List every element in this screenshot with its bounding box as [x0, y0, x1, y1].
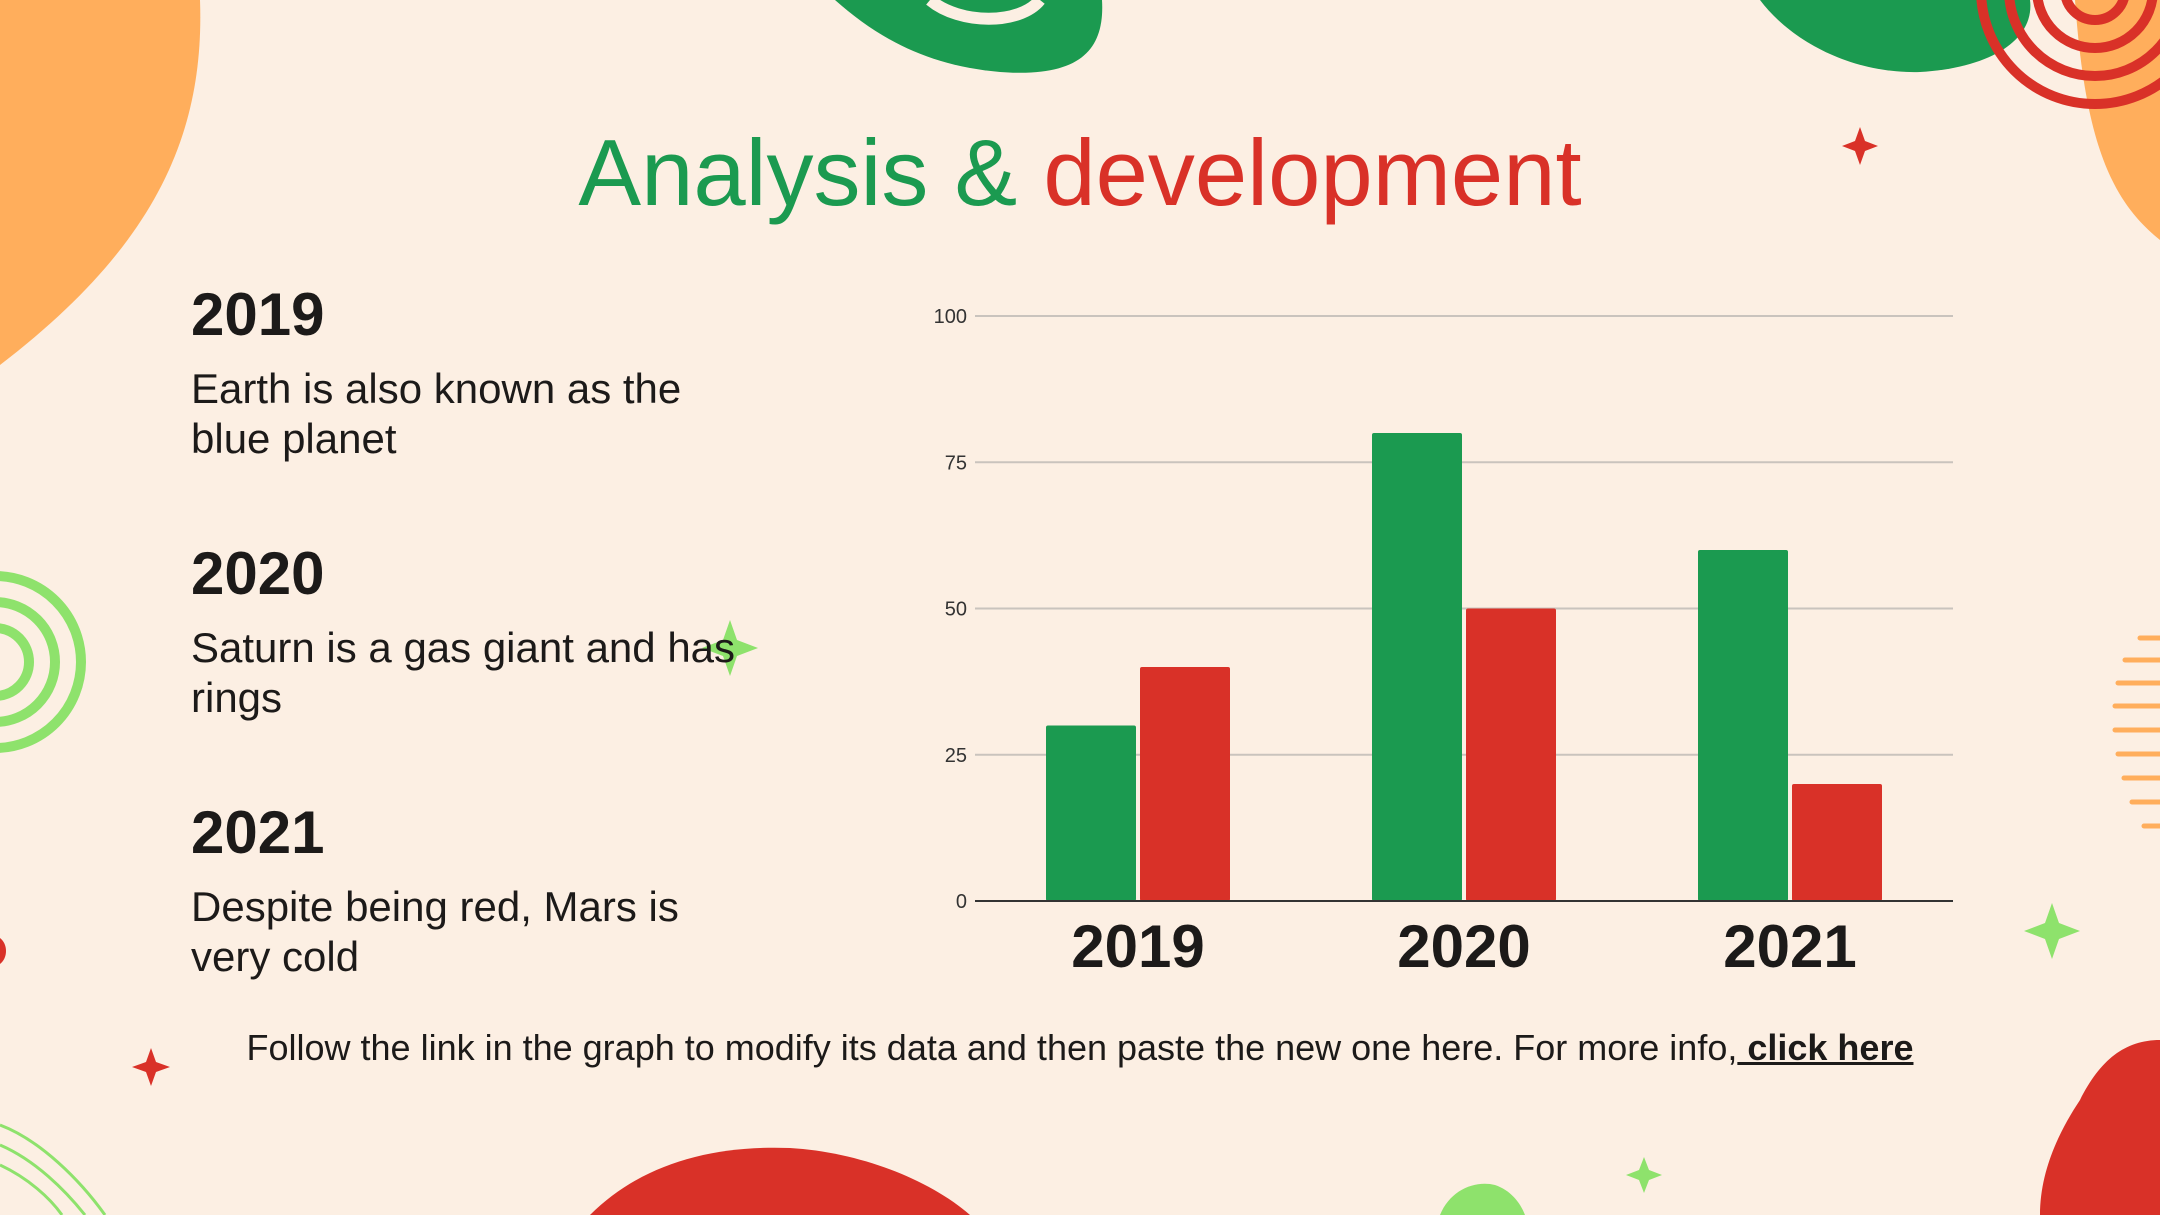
item-description: Earth is also known as the blue planet: [191, 365, 682, 462]
item-description: Saturn is a gas giant and has rings: [191, 624, 736, 721]
title-part-analysis: Analysis &: [578, 120, 1044, 225]
y-tick-label: 100: [934, 306, 967, 328]
slide-title: Analysis & development: [0, 118, 2160, 228]
red-blob-bottom-center: [590, 1147, 970, 1215]
orange-blob-top-left: [0, 0, 201, 365]
x-tick-label: 2020: [1397, 913, 1530, 980]
swirl-top-center: [926, 0, 1045, 25]
red-dot-left: [0, 938, 6, 964]
y-tick-label: 25: [945, 745, 967, 767]
item-year: 2021: [191, 799, 325, 866]
x-tick-label: 2021: [1723, 913, 1856, 980]
item-2021: 2021 Despite being red, Mars is very col…: [191, 798, 751, 982]
bar-2019-s2: [1140, 667, 1230, 901]
sparkle-red-bottom-left-icon: [132, 1048, 170, 1086]
red-spiral-icon: [1976, 0, 2160, 109]
footnote: Follow the link in the graph to modify i…: [0, 1025, 2160, 1071]
title-part-development: development: [1043, 120, 1582, 225]
item-year: 2020: [191, 540, 325, 607]
sparkle-green-bottom-icon: [1626, 1157, 1662, 1193]
item-2019: 2019 Earth is also known as the blue pla…: [191, 280, 751, 464]
orange-stripes-right-icon: [2112, 635, 2160, 829]
green-blob-top-right: [1760, 0, 2031, 73]
bar-2020-s1: [1372, 433, 1462, 901]
x-tick-label: 2019: [1071, 913, 1204, 980]
green-blob-top-center: [835, 0, 1103, 73]
green-rings-left-icon: [0, 571, 86, 753]
y-tick-label: 0: [956, 891, 967, 913]
bar-2019-s1: [1046, 725, 1136, 901]
item-2020: 2020 Saturn is a gas giant and has rings: [191, 539, 751, 723]
footnote-text: Follow the link in the graph to modify i…: [246, 1027, 1738, 1068]
bar-2020-s2: [1466, 608, 1556, 901]
bar-2021-s1: [1698, 550, 1788, 901]
item-description: Despite being red, Mars is very cold: [191, 883, 679, 980]
green-blob-bottom: [1440, 1183, 1525, 1215]
y-tick-label: 50: [945, 599, 967, 621]
bar-2021-s2: [1792, 784, 1882, 901]
y-tick-label: 75: [945, 452, 967, 474]
sparkle-red-top-icon: [1842, 127, 1878, 165]
sparkle-green-right-icon: [2024, 903, 2080, 959]
red-blob-bottom-right: [2040, 1040, 2160, 1215]
green-lines-bottom-left-icon: [0, 1123, 107, 1215]
click-here-link[interactable]: click here: [1737, 1027, 1914, 1068]
item-year: 2019: [191, 281, 325, 348]
sparkle-green-mid-icon: [702, 620, 758, 676]
